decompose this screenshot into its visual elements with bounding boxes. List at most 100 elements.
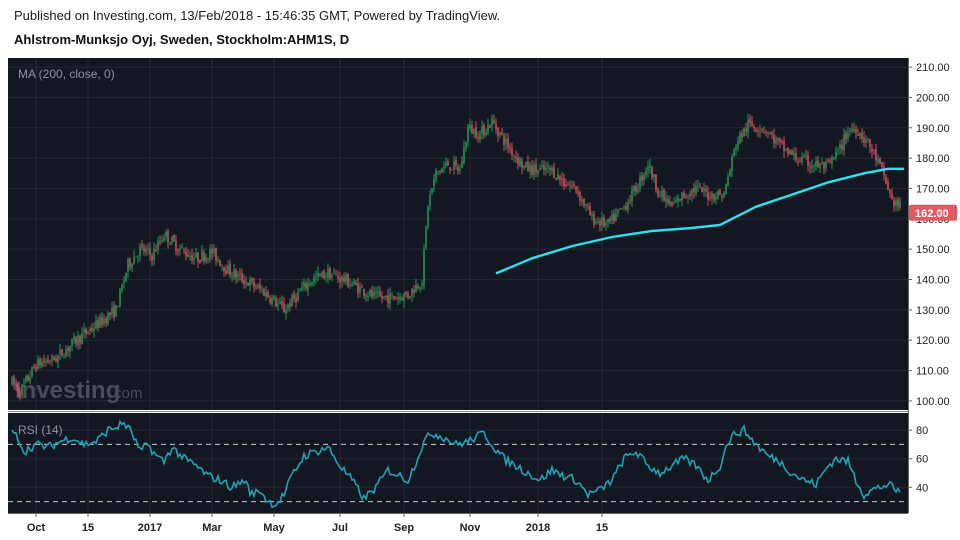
candle-body bbox=[183, 249, 185, 251]
candle-body bbox=[257, 284, 259, 288]
candle-body bbox=[815, 160, 817, 167]
candle-body bbox=[569, 185, 571, 187]
price-tick-label: 180.00 bbox=[916, 153, 950, 165]
candle-body bbox=[287, 304, 289, 310]
candle-body bbox=[743, 127, 745, 137]
candle-body bbox=[823, 162, 825, 169]
candle-body bbox=[65, 349, 67, 357]
candle-body bbox=[665, 197, 667, 202]
candle-body bbox=[303, 282, 305, 287]
candle-body bbox=[309, 283, 311, 285]
candle-body bbox=[41, 362, 43, 367]
candle-body bbox=[63, 357, 65, 358]
candle-body bbox=[225, 269, 227, 274]
candle-body bbox=[627, 202, 629, 211]
candle-body bbox=[639, 176, 641, 189]
candle-body bbox=[141, 244, 143, 247]
candle-body bbox=[491, 118, 493, 127]
candle-body bbox=[101, 316, 103, 325]
candle-body bbox=[579, 192, 581, 201]
candle-body bbox=[57, 355, 59, 362]
candle-body bbox=[753, 126, 755, 129]
candle-body bbox=[87, 332, 89, 334]
candle-body bbox=[857, 134, 859, 136]
candle-body bbox=[499, 132, 501, 136]
candle-body bbox=[121, 284, 123, 291]
candle-body bbox=[223, 266, 225, 272]
candle-body bbox=[745, 128, 747, 132]
candle-body bbox=[681, 192, 683, 201]
candle-body bbox=[727, 176, 729, 186]
candle-body bbox=[279, 301, 281, 304]
candle-body bbox=[171, 236, 173, 244]
candle-body bbox=[25, 376, 27, 382]
candle-body bbox=[451, 169, 453, 171]
candle-body bbox=[849, 129, 851, 132]
candle-body bbox=[495, 123, 497, 130]
candle-body bbox=[811, 165, 813, 168]
candle-body bbox=[393, 296, 395, 299]
candle-body bbox=[537, 170, 539, 175]
candle-body bbox=[27, 375, 29, 381]
candle-body bbox=[757, 130, 759, 132]
price-tick-label: 130.00 bbox=[916, 305, 950, 317]
candle-body bbox=[541, 165, 543, 167]
rsi-line[interactable] bbox=[11, 419, 901, 509]
candle-body bbox=[807, 155, 809, 166]
candle-body bbox=[85, 328, 87, 334]
candle-body bbox=[339, 277, 341, 283]
candle-body bbox=[215, 247, 217, 261]
candle-body bbox=[867, 138, 869, 139]
candle-body bbox=[235, 269, 237, 278]
candle-body bbox=[97, 319, 99, 328]
candle-body bbox=[45, 361, 47, 363]
candle-body bbox=[805, 155, 807, 157]
candle-body bbox=[129, 258, 131, 267]
candle-body bbox=[149, 248, 151, 255]
candle-body bbox=[633, 185, 635, 191]
price-tick-label: 190.00 bbox=[916, 123, 950, 135]
candle-body bbox=[767, 131, 769, 134]
candle-body bbox=[519, 159, 521, 166]
candle-body bbox=[151, 254, 153, 261]
grid-lines bbox=[8, 58, 908, 513]
candle-body bbox=[81, 333, 83, 345]
candle-body bbox=[581, 198, 583, 202]
candle-body bbox=[447, 161, 449, 166]
candle-body bbox=[455, 159, 457, 166]
candle-body bbox=[165, 231, 167, 237]
candle-body bbox=[899, 201, 901, 208]
price-tick-label: 210.00 bbox=[916, 62, 950, 74]
candle-body bbox=[593, 213, 595, 226]
candle-body bbox=[577, 191, 579, 194]
candle-body bbox=[799, 161, 801, 162]
candle-body bbox=[697, 186, 699, 188]
candle-body bbox=[689, 194, 691, 197]
candle-body bbox=[387, 295, 389, 304]
candle-body bbox=[889, 189, 891, 193]
candle-body bbox=[751, 121, 753, 126]
time-tick-label: 2018 bbox=[526, 522, 550, 534]
last-price-label: 162.00 bbox=[909, 204, 957, 221]
candle-body bbox=[801, 156, 803, 163]
candle-body bbox=[881, 162, 883, 168]
candle-body bbox=[827, 160, 829, 162]
candle-body bbox=[201, 251, 203, 261]
candle-body bbox=[131, 264, 133, 268]
candle-body bbox=[449, 167, 451, 171]
candle-body bbox=[429, 194, 431, 206]
candle-body bbox=[527, 161, 529, 171]
moving-average-line[interactable] bbox=[495, 167, 904, 275]
candle-body bbox=[71, 338, 73, 346]
candle-body bbox=[297, 291, 299, 301]
candle-body bbox=[555, 178, 557, 180]
candle-body bbox=[195, 253, 197, 258]
candle-body bbox=[263, 289, 265, 296]
candle-body bbox=[261, 289, 263, 291]
candlestick-series[interactable] bbox=[11, 113, 901, 401]
candle-body bbox=[265, 291, 267, 297]
candle-body bbox=[817, 160, 819, 168]
candle-body bbox=[349, 284, 351, 286]
candle-body bbox=[217, 259, 219, 261]
